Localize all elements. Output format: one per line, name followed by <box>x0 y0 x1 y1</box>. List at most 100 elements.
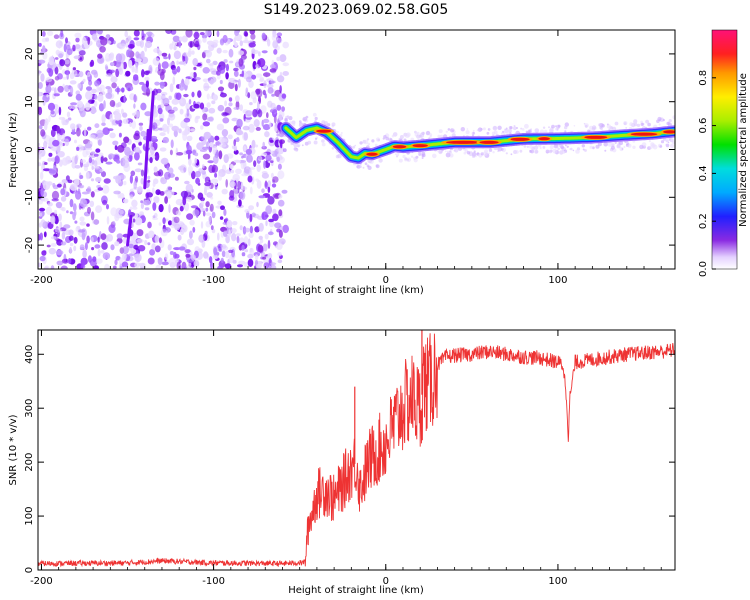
ridge-halo <box>552 148 558 154</box>
ridge-halo <box>621 148 624 150</box>
noise-blob <box>113 190 121 195</box>
noise-blob <box>233 145 237 152</box>
spectrogram-x-tick-label: -200 <box>30 275 53 286</box>
spectrogram-x-tick-label: 0 <box>383 275 389 286</box>
snr-x-tick-label: 0 <box>383 576 389 587</box>
noise-blob <box>270 160 274 164</box>
noise-blob <box>66 111 71 118</box>
noise-blob <box>205 212 212 216</box>
noise-blob <box>213 247 218 256</box>
noise-blob <box>194 77 201 81</box>
noise-blob <box>235 168 242 175</box>
noise-blob <box>50 128 56 138</box>
noise-blob <box>101 242 108 250</box>
ridge-halo <box>529 144 533 149</box>
spectrogram-y-tick-label: 10 <box>24 95 35 108</box>
noise-blob <box>211 211 216 219</box>
noise-blob <box>87 36 90 46</box>
noise-blob <box>39 255 46 262</box>
noise-blob <box>168 95 172 101</box>
noise-blob <box>69 242 74 247</box>
noise-blob <box>74 32 82 38</box>
noise-blob <box>244 209 250 213</box>
noise-blob <box>119 43 126 48</box>
noise-blob <box>266 112 269 119</box>
spectrogram-y-tick-label: 0 <box>24 146 35 152</box>
noise-blob <box>101 114 106 123</box>
noise-blob <box>249 186 253 195</box>
noise-blob <box>106 204 109 210</box>
noise-blob <box>120 142 127 149</box>
noise-blob <box>106 216 110 225</box>
noise-blob <box>89 200 95 207</box>
noise-blob <box>239 40 243 47</box>
noise-blob <box>38 150 42 160</box>
noise-blob <box>70 123 76 130</box>
snr-panel: -200 -100 0 100 0 100 200 300 400 Height of stra… <box>8 329 676 596</box>
noise-blob <box>235 95 240 102</box>
noise-blob <box>166 191 172 199</box>
noise-blob <box>145 70 151 74</box>
noise-blob <box>186 238 195 246</box>
noise-blob <box>237 264 243 268</box>
noise-blob <box>93 100 98 108</box>
ridge-halo <box>488 152 491 154</box>
noise-blob <box>42 181 51 191</box>
noise-blob <box>105 73 114 78</box>
ridge-halo <box>515 150 519 154</box>
noise-streak <box>126 214 133 247</box>
noise-blob <box>236 118 243 128</box>
noise-blob <box>51 87 55 91</box>
noise-blob <box>217 232 220 241</box>
noise-blob <box>176 66 181 73</box>
noise-blob <box>94 244 101 249</box>
noise-blob <box>169 83 174 93</box>
noise-blob <box>229 60 234 64</box>
noise-blob <box>271 183 277 188</box>
noise-blob <box>64 59 70 65</box>
noise-blob <box>38 124 43 130</box>
noise-blob <box>179 205 184 212</box>
noise-blob <box>91 88 97 94</box>
ridge-halo <box>504 128 506 131</box>
ridge-halo <box>301 144 304 147</box>
noise-blob <box>97 249 101 257</box>
noise-blob <box>137 162 143 166</box>
noise-blob <box>161 95 166 99</box>
ridge-halo <box>364 162 368 165</box>
noise-blob <box>205 221 211 228</box>
noise-blob <box>184 56 189 62</box>
noise-blob <box>282 148 287 153</box>
noise-blob <box>122 245 129 255</box>
noise-blob <box>201 34 208 39</box>
noise-blob <box>57 73 63 80</box>
noise-blob <box>247 258 254 267</box>
noise-blob <box>258 235 263 240</box>
noise-blob <box>281 93 287 99</box>
noise-blob <box>100 250 105 254</box>
ridge-halo <box>362 166 365 169</box>
noise-blob <box>129 194 134 199</box>
snr-frame <box>37 329 676 571</box>
noise-blob <box>264 131 270 138</box>
noise-blob <box>167 244 172 251</box>
noise-blob <box>247 238 251 246</box>
ridge-hotspot <box>663 130 675 134</box>
noise-blob <box>243 236 249 245</box>
ridge-halo <box>446 150 450 153</box>
noise-blob <box>253 160 257 168</box>
ridge-halo <box>371 139 375 143</box>
noise-blob <box>249 168 253 178</box>
noise-blob <box>106 234 113 242</box>
ridge-halo <box>451 133 456 138</box>
noise-blob <box>148 230 155 239</box>
ridge-halo <box>550 149 553 153</box>
noise-blob <box>169 149 173 156</box>
ridge-halo <box>445 150 447 153</box>
noise-blob <box>47 202 53 207</box>
ridge-hotspot <box>412 144 428 148</box>
noise-blob <box>282 224 290 234</box>
ridge-halo <box>566 145 569 148</box>
ridge-halo <box>557 147 560 151</box>
noise-blob <box>171 125 179 132</box>
